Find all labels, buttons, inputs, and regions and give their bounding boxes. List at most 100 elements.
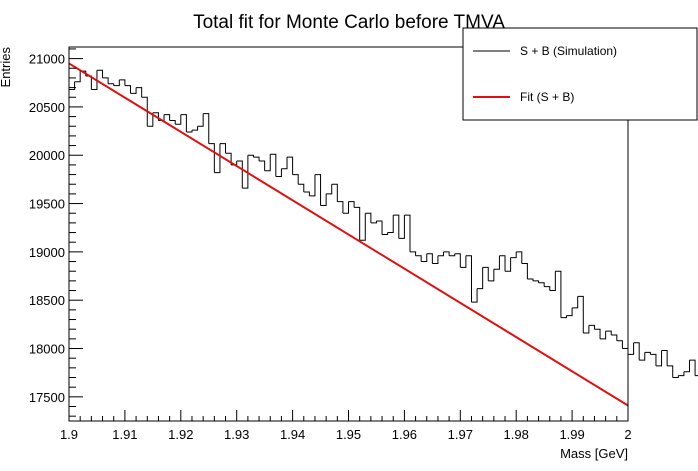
- legend-label-simulation: S + B (Simulation): [520, 44, 617, 58]
- histogram-bin: [331, 183, 338, 202]
- y-tick-label: 19500: [29, 197, 65, 212]
- y-tick-label: 17500: [29, 390, 65, 405]
- histogram-bin: [208, 143, 215, 173]
- x-axis: 1.9 1.91 1.92 1.93 1.94 1.95 1.96 1.97 1.98 1.99 2: [60, 410, 632, 442]
- histogram-bin: [549, 271, 556, 292]
- chart-title: Total fit for Monte Carlo before TMVA: [193, 12, 505, 33]
- histogram-bin: [527, 278, 534, 281]
- histogram-bin: [611, 334, 618, 341]
- histogram-bin: [387, 215, 394, 234]
- histogram-bin: [538, 282, 545, 287]
- x-axis-label: Mass [GeV]: [560, 446, 628, 461]
- histogram-bin: [270, 153, 277, 177]
- histogram-bin: [191, 126, 199, 131]
- histogram-bin: [661, 349, 668, 366]
- histogram-bin: [532, 280, 540, 283]
- x-tick-label: 1.93: [224, 427, 249, 442]
- histogram-bin: [577, 295, 584, 334]
- histogram-bin: [482, 266, 489, 281]
- histogram-bin: [605, 330, 612, 335]
- fit-line: [68, 62, 629, 407]
- histogram-bin: [471, 288, 478, 303]
- histogram-bin: [600, 331, 607, 340]
- fit-series: [68, 62, 629, 407]
- histogram-bin: [169, 119, 176, 125]
- histogram-bin: [136, 87, 143, 98]
- histogram-bin: [398, 215, 405, 239]
- histogram-bin: [186, 130, 193, 133]
- histogram-bin: [477, 267, 484, 290]
- x-tick-label: 2: [624, 427, 631, 442]
- histogram-bin: [303, 191, 310, 196]
- histogram-bin: [695, 375, 698, 377]
- histogram-bin: [449, 253, 456, 257]
- histogram-bin: [113, 79, 120, 87]
- histogram-bin: [348, 201, 355, 208]
- histogram-bin: [678, 371, 685, 377]
- histogram-bin: [460, 255, 467, 268]
- x-tick-label: 1.99: [559, 427, 584, 442]
- histogram-bin: [672, 375, 679, 379]
- histogram-bin: [203, 113, 210, 144]
- histogram-bin: [314, 174, 322, 206]
- x-tick-label: 1.95: [336, 427, 361, 442]
- legend-label-fit: Fit (S + B): [520, 90, 574, 104]
- histogram-bin: [404, 214, 411, 252]
- histogram-bin: [320, 193, 327, 206]
- histogram-bin: [454, 253, 461, 268]
- histogram-bin: [421, 253, 428, 263]
- histogram-bin: [622, 348, 629, 355]
- histogram-bin: [510, 251, 517, 259]
- histogram-bin: [236, 160, 243, 189]
- y-axis-label: Entries: [0, 47, 13, 88]
- legend: S + B (Simulation) Fit (S + B): [462, 27, 698, 121]
- histogram-bin: [108, 83, 115, 86]
- histogram-bin: [342, 201, 349, 214]
- histogram-bin: [689, 359, 696, 376]
- histogram-bin: [287, 156, 294, 175]
- y-tick-label: 18000: [29, 342, 65, 357]
- histogram-bin: [164, 114, 171, 121]
- histogram-bin: [683, 360, 690, 373]
- y-tick-label: 20000: [29, 148, 65, 163]
- histogram-bin: [409, 251, 417, 256]
- histogram-bin: [91, 70, 98, 91]
- histogram-bin: [516, 251, 523, 264]
- histogram-bin: [309, 174, 316, 197]
- y-axis: 17500 18000 18500 19000 19500 20000 20500 21000: [29, 48, 83, 417]
- histogram-bin: [214, 143, 221, 174]
- x-tick-label: 1.9: [60, 427, 78, 442]
- histogram-bin: [555, 270, 562, 318]
- histogram-bin: [359, 213, 366, 241]
- histogram-bin: [370, 220, 377, 224]
- histogram-bin: [326, 184, 333, 195]
- histogram-bin: [147, 112, 154, 127]
- histogram-bin: [465, 255, 472, 303]
- y-tick-label: 21000: [29, 52, 65, 67]
- histogram-bin: [432, 255, 439, 264]
- histogram-bin: [247, 154, 254, 158]
- y-tick-label: 18500: [29, 293, 65, 308]
- histogram-series: [69, 69, 698, 379]
- histogram-bin: [337, 201, 344, 214]
- histogram-bin: [264, 154, 271, 172]
- histogram-bin: [180, 114, 187, 133]
- x-tick-label: 1.97: [448, 427, 473, 442]
- histogram-bin: [560, 315, 568, 319]
- histogram-bin: [616, 340, 623, 349]
- histogram-bin: [488, 269, 495, 282]
- histogram-bin: [119, 79, 126, 86]
- histogram-bin: [141, 96, 148, 127]
- histogram-bin: [242, 155, 249, 189]
- histogram-bin: [493, 255, 500, 270]
- histogram-bin: [225, 152, 232, 165]
- histogram-bin: [583, 325, 590, 334]
- histogram-bin: [376, 220, 383, 235]
- histogram-bin: [197, 113, 204, 127]
- histogram-bin: [655, 350, 663, 367]
- histogram-bin: [639, 352, 646, 361]
- histogram-bin: [219, 143, 227, 154]
- histogram-bin: [415, 255, 422, 262]
- histogram-bin: [544, 286, 551, 291]
